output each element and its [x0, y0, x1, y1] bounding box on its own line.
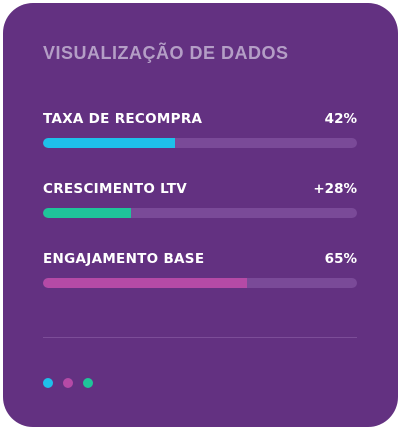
metric-ltv-growth: CRESCIMENTO LTV +28%: [43, 181, 357, 218]
metric-value: 65%: [324, 251, 357, 267]
metric-header: ENGAJAMENTO BASE 65%: [43, 251, 357, 271]
progress-track: [43, 278, 357, 288]
metric-label: ENGAJAMENTO BASE: [43, 251, 205, 267]
card-title: VISUALIZAÇÃO DE DADOS: [43, 43, 289, 63]
progress-track: [43, 138, 357, 148]
metric-header: TAXA DE RECOMPRA 42%: [43, 111, 357, 131]
progress-fill: [43, 208, 131, 218]
progress-track: [43, 208, 357, 218]
divider: [43, 337, 357, 338]
carousel-dot[interactable]: [83, 378, 93, 388]
carousel-dot[interactable]: [63, 378, 73, 388]
carousel-dot[interactable]: [43, 378, 53, 388]
metric-label: TAXA DE RECOMPRA: [43, 111, 203, 127]
metric-value: +28%: [313, 181, 357, 197]
metric-header: CRESCIMENTO LTV +28%: [43, 181, 357, 201]
progress-fill: [43, 138, 175, 148]
data-visualization-card: VISUALIZAÇÃO DE DADOS TAXA DE RECOMPRA 4…: [3, 3, 398, 427]
metric-base-engagement: ENGAJAMENTO BASE 65%: [43, 251, 357, 288]
progress-fill: [43, 278, 248, 288]
metric-value: 42%: [324, 111, 357, 127]
metric-label: CRESCIMENTO LTV: [43, 181, 188, 197]
metric-repurchase-rate: TAXA DE RECOMPRA 42%: [43, 111, 357, 148]
